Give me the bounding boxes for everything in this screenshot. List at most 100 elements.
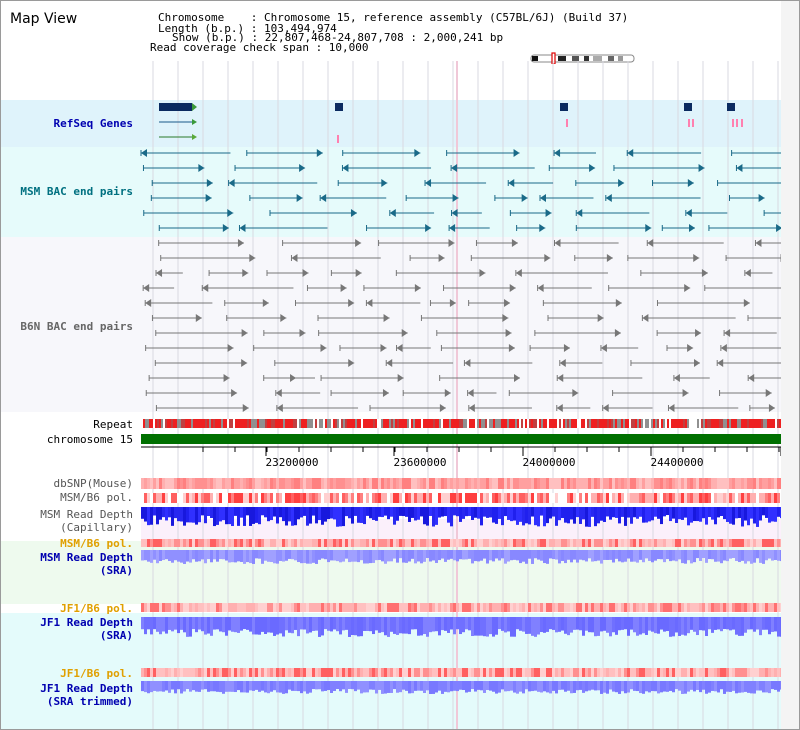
jf1-pol2-cell	[528, 668, 531, 677]
repeat-block	[751, 419, 753, 428]
msm-pol-cell	[771, 493, 774, 503]
jf1-sra-depth-bar	[297, 617, 300, 637]
jf1-sra-depth-bar	[273, 617, 276, 636]
jf1-trim-depth-bar	[561, 681, 564, 690]
msm-cap-depth-bar	[153, 507, 156, 516]
msm-cap-depth-bar	[240, 507, 243, 518]
jf1-pol2-cell	[747, 668, 750, 677]
track-label-repeat[interactable]: Repeat	[93, 418, 133, 431]
jf1-sra-depth-bar	[561, 617, 564, 631]
jf1-trim-depth-bar	[294, 681, 297, 691]
msm-sra-depth-bar	[240, 550, 243, 562]
msm-cap-depth-bar	[186, 507, 189, 523]
track-label-msm-b6-pol[interactable]: MSM/B6 pol.	[60, 491, 133, 504]
msm-sra-depth-bar	[693, 550, 696, 563]
jf1-trim-depth-bar	[447, 681, 450, 693]
repeat-block	[503, 419, 505, 428]
track-label-jf1-b6-pol-2[interactable]: JF1/B6 pol.	[60, 667, 133, 680]
track-label-b6n-bac[interactable]: B6N BAC end pairs	[20, 320, 133, 333]
track-label-jf1-b6-pol[interactable]: JF1/B6 pol.	[60, 602, 133, 615]
chromosome-ideogram[interactable]	[530, 52, 636, 64]
jf1-pol-cell	[468, 603, 471, 612]
track-label-chromosome[interactable]: chromosome 15	[46, 433, 133, 446]
jf1-pol-cell	[207, 603, 210, 612]
jf1-trim-depth-bar	[708, 681, 711, 693]
repeat-block	[197, 419, 199, 428]
jf1-sra-depth-bar	[495, 617, 498, 635]
msm-cap-depth-bar	[756, 507, 759, 527]
jf1-pol-cell	[675, 603, 678, 612]
dbsnp-cell	[315, 478, 318, 489]
track-canvas[interactable]: 2320000023600000240000002440000024800000	[1, 1, 781, 730]
repeat-block	[231, 419, 233, 428]
msm-pol2-cell	[201, 539, 204, 547]
jf1-pol2-cell	[165, 668, 168, 677]
msm-cap-depth-bar	[141, 507, 144, 519]
msm-pol2-cell	[705, 539, 708, 547]
msm-bac-arrow	[198, 164, 205, 172]
jf1-trim-depth-bar	[351, 681, 354, 690]
msm-pol2-cell	[597, 539, 600, 547]
b6n-bac-arrow	[340, 284, 347, 292]
msm-sra-depth-bar	[345, 550, 348, 559]
repeat-block	[225, 419, 227, 428]
b6n-bac-arrow	[383, 314, 390, 322]
jf1-pol-cell	[408, 603, 411, 612]
jf1-pol-cell	[438, 603, 441, 612]
track-label-jf1-depth-sra[interactable]: JF1 Read Depth	[40, 616, 133, 629]
msm-sra-depth-bar	[750, 550, 753, 564]
msm-pol2-cell	[252, 539, 255, 547]
jf1-pol2-cell	[762, 668, 765, 677]
msm-pol-cell	[153, 493, 156, 503]
repeat-block	[779, 419, 781, 428]
msm-cap-depth-bar	[303, 507, 306, 516]
repeat-block	[627, 419, 629, 428]
jf1-pol-cell	[351, 603, 354, 612]
jf1-sra-depth-bar	[303, 617, 306, 630]
jf1-pol-cell	[591, 603, 594, 612]
repeat-block	[767, 419, 769, 428]
msm-pol2-cell	[351, 539, 354, 547]
jf1-trim-depth-bar	[612, 681, 615, 692]
msm-pol-cell	[627, 493, 630, 503]
track-label-jf1-depth-trim[interactable]: JF1 Read Depth	[40, 682, 133, 695]
msm-cap-depth-bar	[669, 507, 672, 522]
b6n-bac-arrow	[755, 239, 762, 247]
jf1-pol2-cell	[456, 668, 459, 677]
msm-sra-depth-bar	[147, 550, 150, 562]
track-label-msm-depth-sra[interactable]: MSM Read Depth	[40, 551, 133, 564]
msm-pol-cell	[414, 493, 417, 503]
jf1-trim-depth-bar	[777, 681, 780, 692]
msm-sra-depth-bar	[387, 550, 390, 562]
dbsnp-cell	[240, 478, 243, 489]
track-label-dbsnp[interactable]: dbSNP(Mouse)	[53, 477, 133, 490]
msm-pol2-cell	[579, 539, 582, 547]
track-label-msm-bac[interactable]: MSM BAC end pairs	[20, 185, 133, 198]
msm-cap-depth-bar	[444, 507, 447, 517]
track-label-refseq[interactable]: RefSeq Genes	[53, 117, 133, 130]
dbsnp-cell	[660, 478, 663, 489]
repeat-block	[191, 419, 193, 428]
jf1-sra-depth-bar	[288, 617, 291, 633]
dbsnp-cell	[447, 478, 450, 489]
track-label-msm-b6-pol-2[interactable]: MSM/B6 pol.	[60, 537, 133, 550]
repeat-block	[559, 419, 561, 428]
jf1-sra-depth-bar	[333, 617, 336, 630]
jf1-trim-depth-bar	[435, 681, 438, 693]
dbsnp-cell	[348, 478, 351, 489]
jf1-sra-depth-bar	[480, 617, 483, 636]
jf1-pol2-cell	[702, 668, 705, 677]
jf1-sra-depth-bar	[339, 617, 342, 635]
msm-pol-cell	[678, 493, 681, 503]
show-range-info: Show (b.p.) : 22,807,468-24,807,708 : 2,…	[172, 31, 504, 44]
msm-sra-depth-bar	[717, 550, 720, 562]
msm-pol-cell	[180, 493, 183, 503]
b6n-bac-arrow	[444, 389, 451, 397]
jf1-sra-depth-bar	[546, 617, 549, 632]
b6n-bac-arrow	[380, 344, 387, 352]
dbsnp-cell	[318, 478, 321, 489]
msm-bac-arrow	[539, 194, 546, 202]
jf1-pol-cell	[771, 603, 774, 612]
track-label-msm-depth-cap[interactable]: MSM Read Depth	[40, 508, 133, 521]
b6n-bac-arrow	[355, 269, 362, 277]
